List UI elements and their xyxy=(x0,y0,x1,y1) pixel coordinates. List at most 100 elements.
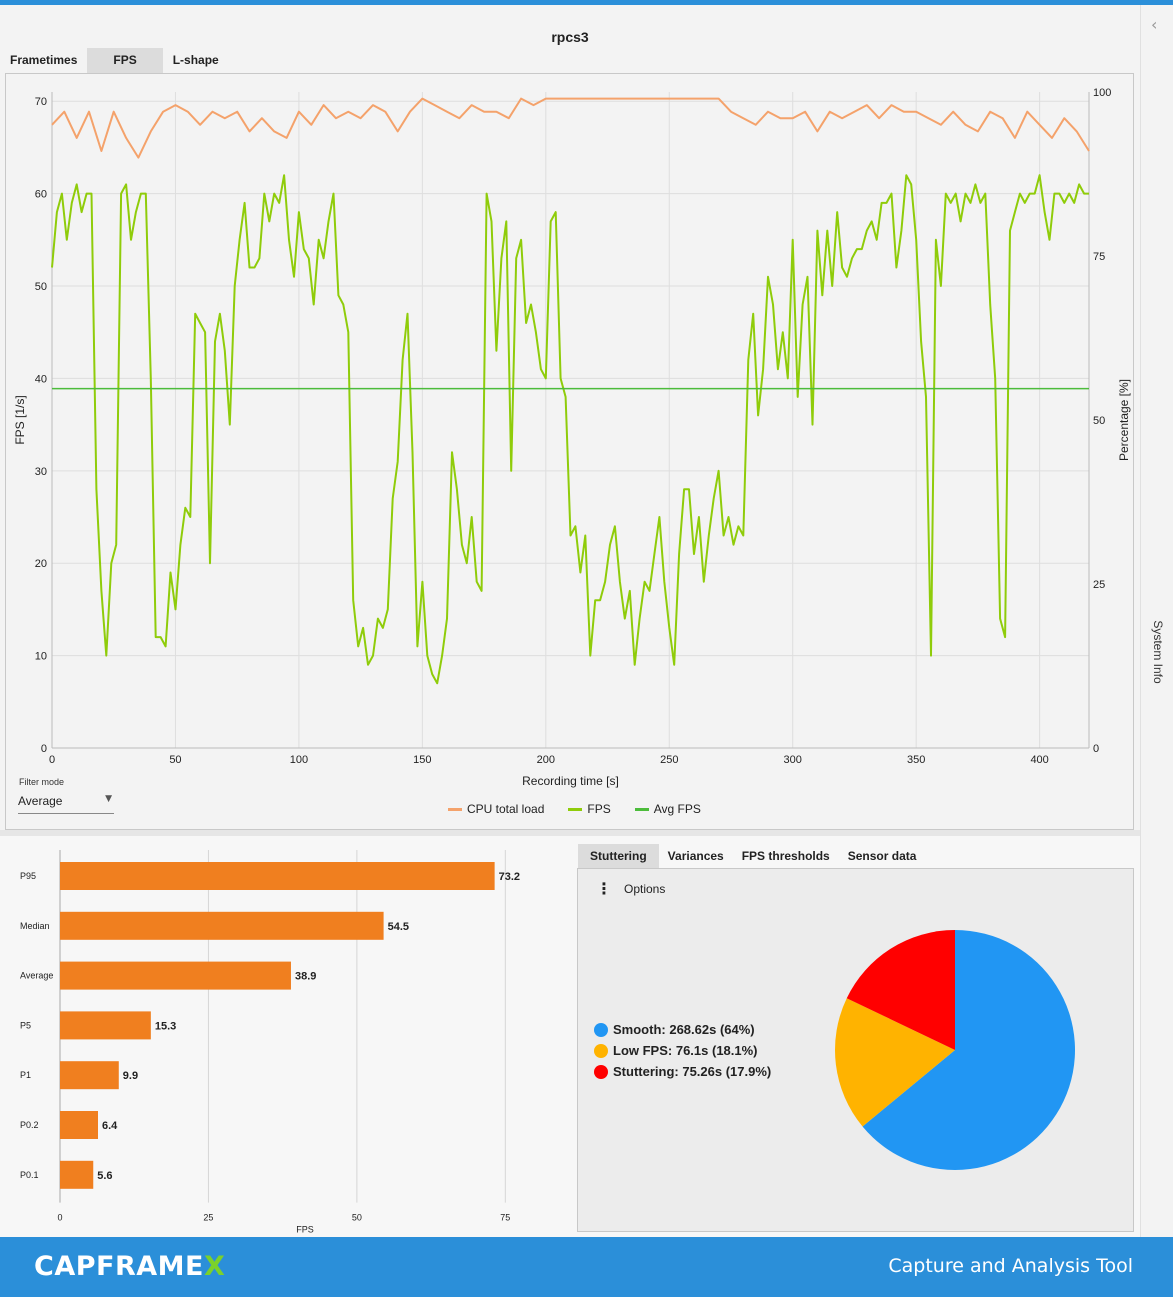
tab-sensor-data[interactable]: Sensor data xyxy=(847,849,917,863)
y-tick-label: 30 xyxy=(35,466,47,478)
filter-mode-select[interactable]: Average ▼ xyxy=(18,792,114,814)
capframex-logo: CAPFRAMEX xyxy=(34,1251,225,1282)
x-tick-label: 350 xyxy=(907,754,925,766)
tab-variances[interactable]: Variances xyxy=(667,849,724,863)
bar-x-tick-label: 50 xyxy=(352,1213,362,1223)
pie-legend-label: Low FPS: xyxy=(613,1043,673,1058)
fps-line-chart[interactable]: 0 50 100 150 200 250 300 350 400 0 10 20 30 40 50 60 70 0… xyxy=(6,74,1135,831)
pie-legend-value: 75.26s (17.9%) xyxy=(682,1064,772,1079)
x-tick-label: 300 xyxy=(784,754,802,766)
y2-tick-label: 0 xyxy=(1093,743,1099,755)
chevron-down-icon: ▼ xyxy=(105,794,112,804)
legend-swatch xyxy=(634,807,649,811)
fps-series xyxy=(51,174,1089,685)
logo-text: CAPFRAME xyxy=(34,1251,204,1282)
bar-value-label: 38.9 xyxy=(295,971,316,983)
fps-statistics-bar-chart: 0 25 50 75 FPS P95 73.2 Median 54.5 Average 38.9 P5… xyxy=(0,836,560,1237)
legend-label: FPS xyxy=(587,802,611,816)
tab-l-shape[interactable]: L-shape xyxy=(172,53,219,67)
legend-item-avg-fps[interactable]: Avg FPS xyxy=(634,802,701,816)
legend-item-fps[interactable]: FPS xyxy=(568,802,611,816)
y-tick-label: 60 xyxy=(35,189,47,201)
x-tick-label: 200 xyxy=(537,754,555,766)
y2-tick-label: 25 xyxy=(1093,579,1105,591)
y-tick-label: 10 xyxy=(35,651,47,663)
bar xyxy=(60,961,291,990)
pie-slice-smooth xyxy=(862,930,1076,1170)
options-label: Options xyxy=(624,882,666,896)
chevron-left-icon[interactable]: ‹ xyxy=(1151,15,1158,34)
pie-legend-stuttering: Stuttering: 75.26s (17.9%) xyxy=(594,1061,771,1082)
bar-value-label: 9.9 xyxy=(123,1070,138,1082)
y-tick-label: 20 xyxy=(35,558,47,570)
legend-swatch xyxy=(568,807,583,811)
pie-slice-low-fps xyxy=(834,998,955,1127)
y2-axis-label: Percentage [%] xyxy=(1117,379,1131,461)
system-info-rail[interactable]: ‹ System Info xyxy=(1140,5,1173,1237)
bar xyxy=(60,862,495,890)
chart-title: rpcs3 xyxy=(551,29,589,45)
pie-legend-label: Smooth: xyxy=(613,1022,666,1037)
x-tick-label: 150 xyxy=(413,754,431,766)
legend-label: CPU total load xyxy=(467,802,545,816)
statistics-tabs: Stuttering Variances FPS thresholds Sens… xyxy=(578,844,925,868)
bar-category-label: P0.2 xyxy=(20,1120,39,1130)
tab-fps-thresholds[interactable]: FPS thresholds xyxy=(741,849,830,863)
bar-category-label: P95 xyxy=(20,871,36,881)
bar xyxy=(60,1061,119,1090)
pie-slice-stuttering xyxy=(846,930,955,1050)
fps-chart-panel: rpcs3 Frametimes FPS L-shape 0 50 100 150 20… xyxy=(0,5,1140,830)
bar-category-label: P0.1 xyxy=(20,1170,39,1180)
bar xyxy=(60,1160,94,1189)
tab-fps[interactable]: FPS xyxy=(87,48,163,73)
bar-category-label: Median xyxy=(20,921,50,931)
bar-value-label: 5.6 xyxy=(97,1170,112,1182)
bar-x-tick-label: 25 xyxy=(203,1213,213,1223)
legend-swatch xyxy=(448,807,462,811)
logo-x: X xyxy=(203,1251,226,1282)
pie-legend-label: Stuttering: xyxy=(613,1064,679,1079)
more-vertical-icon: ⋮ xyxy=(596,879,612,898)
options-button[interactable]: ⋮ Options xyxy=(596,881,665,897)
bar xyxy=(60,1011,151,1040)
stuttering-pie-chart xyxy=(834,930,1076,1170)
chart-tabs: Frametimes FPS L-shape xyxy=(0,48,229,73)
bar-chart-svg: 0 25 50 75 FPS P95 73.2 Median 54.5 Average 38.9 P5… xyxy=(20,850,520,1235)
legend-dot xyxy=(594,1064,608,1079)
window-top-bar xyxy=(0,0,1173,5)
panel-splitter[interactable] xyxy=(0,830,1140,836)
x-tick-label: 400 xyxy=(1030,754,1048,766)
statistics-panel: 0 25 50 75 FPS P95 73.2 Median 54.5 Average 38.9 P5… xyxy=(0,836,1140,1237)
bar-value-label: 54.5 xyxy=(388,921,409,933)
stuttering-content: ⋮ Options Smooth: 268.62s (64%) Low FPS:… xyxy=(577,868,1134,1232)
tab-stuttering[interactable]: Stuttering xyxy=(578,844,659,868)
bar-value-label: 6.4 xyxy=(102,1120,118,1132)
footer-bar: CAPFRAMEX Capture and Analysis Tool xyxy=(0,1237,1173,1297)
x-tick-label: 0 xyxy=(49,754,55,766)
filter-mode-label: Filter mode xyxy=(19,777,65,787)
legend-item-cpu-load[interactable]: CPU total load xyxy=(448,802,544,816)
bar-category-label: P1 xyxy=(20,1070,31,1080)
bar-x-axis-label: FPS xyxy=(296,1225,314,1235)
legend-dot xyxy=(594,1022,608,1037)
y-tick-label: 0 xyxy=(41,743,47,755)
pie-legend: Smooth: 268.62s (64%) Low FPS: 76.1s (18… xyxy=(594,1019,771,1082)
tab-frametimes[interactable]: Frametimes xyxy=(10,53,78,67)
legend-dot xyxy=(594,1043,608,1058)
filter-mode-value: Average xyxy=(18,794,63,808)
x-tick-label: 50 xyxy=(169,754,181,766)
y-tick-label: 70 xyxy=(35,96,47,108)
pie-legend-value: 76.1s (18.1%) xyxy=(675,1043,758,1058)
y-axis-label: FPS [1/s] xyxy=(13,395,27,444)
y2-tick-label: 50 xyxy=(1093,415,1105,427)
legend-label: Avg FPS xyxy=(653,802,701,816)
app-tagline: Capture and Analysis Tool xyxy=(888,1255,1133,1277)
pie-legend-low-fps: Low FPS: 76.1s (18.1%) xyxy=(594,1040,771,1061)
cpu-load-series xyxy=(51,97,1090,159)
y2-tick-label: 75 xyxy=(1093,251,1105,263)
chart-legend: CPU total load FPS Avg FPS xyxy=(448,802,701,816)
pie-legend-smooth: Smooth: 268.62s (64%) xyxy=(594,1019,771,1040)
system-info-label[interactable]: System Info xyxy=(1151,620,1165,684)
y-tick-label: 40 xyxy=(35,373,47,385)
